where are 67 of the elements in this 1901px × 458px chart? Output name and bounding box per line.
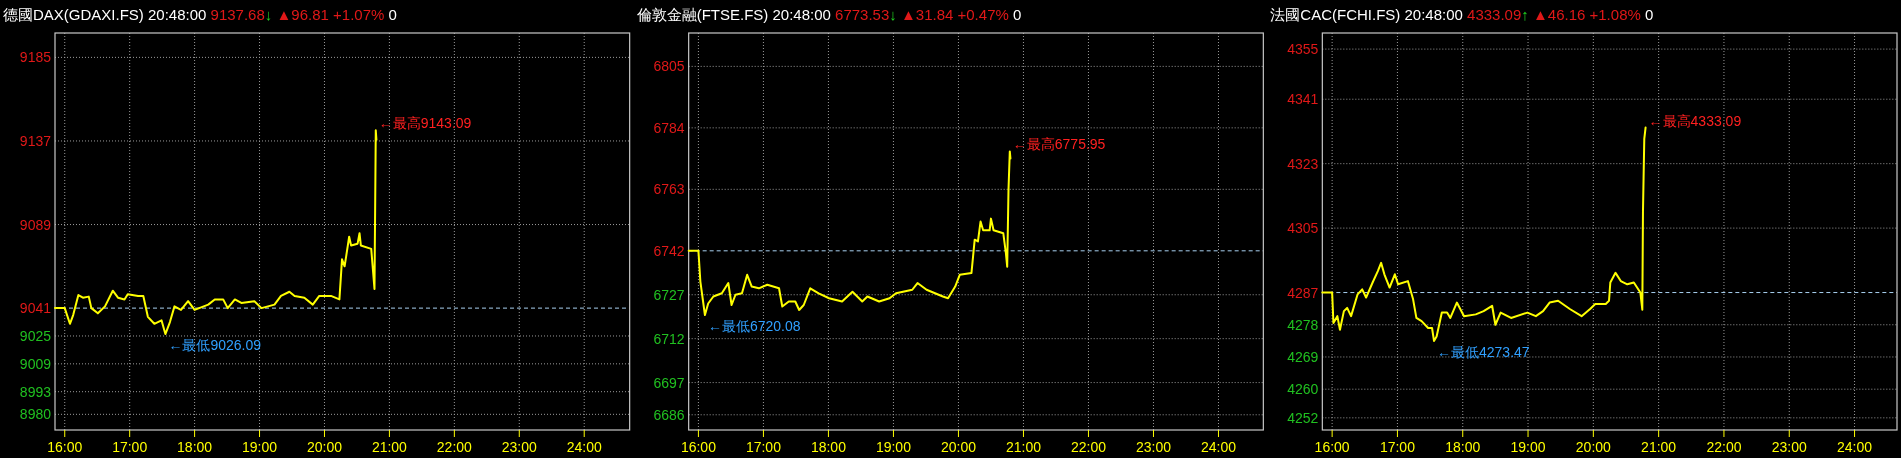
y-tick-label: 4278 — [1287, 316, 1319, 333]
y-tick-label: 4355 — [1287, 41, 1319, 58]
x-tick-label: 21:00 — [1005, 439, 1042, 455]
x-tick-label: 17:00 — [112, 439, 148, 455]
y-tick-label: 6763 — [653, 181, 685, 198]
chart-title: 倫敦金融(FTSE.FS) 20:48:00 — [635, 6, 836, 23]
y-tick-label: 6742 — [653, 242, 685, 259]
y-tick-label: 6697 — [653, 374, 685, 391]
y-tick-label: 4323 — [1287, 155, 1319, 172]
x-tick-label: 21:00 — [1641, 439, 1677, 455]
annotation: ←最低9026.09 — [168, 337, 262, 354]
x-tick-label: 16:00 — [680, 439, 717, 455]
x-tick-label: 22:00 — [436, 439, 473, 455]
y-tick-label: 4287 — [1287, 284, 1319, 301]
x-tick-label: 16:00 — [47, 439, 83, 455]
y-tick-label: 4260 — [1287, 381, 1319, 398]
x-tick-label: 22:00 — [1070, 439, 1107, 455]
x-tick-label: 19:00 — [242, 439, 278, 455]
y-tick-label: 6805 — [653, 58, 685, 75]
x-tick-label: 24:00 — [1200, 439, 1237, 455]
x-tick-label: 17:00 — [745, 439, 782, 455]
x-tick-label: 20:00 — [940, 439, 977, 455]
annotation: ←最高9143.09 — [378, 115, 472, 132]
y-tick-label: 9089 — [19, 216, 52, 233]
x-tick-label: 18:00 — [1445, 439, 1481, 455]
y-tick-label: 9041 — [19, 300, 52, 317]
x-tick-label: 20:00 — [1575, 439, 1612, 455]
y-tick-label: 4305 — [1287, 220, 1319, 237]
y-tick-label: 6784 — [653, 119, 685, 136]
x-tick-label: 18:00 — [177, 439, 213, 455]
chart-title: 德國DAX(GDAXI.FS) 20:48:00 — [3, 6, 211, 23]
chart-subtitle: 6773.53↓ ▲31.84 +0.47% 0 — [835, 6, 1022, 23]
x-tick-label: 22:00 — [1706, 439, 1742, 455]
annotation: ←最低4273.47 — [1437, 343, 1530, 360]
x-tick-label: 16:00 — [1314, 439, 1350, 455]
x-tick-label: 24:00 — [1837, 439, 1873, 455]
y-tick-label: 4252 — [1287, 409, 1319, 426]
line-series — [54, 129, 378, 336]
y-tick-label: 9009 — [19, 355, 52, 372]
y-tick-label: 6727 — [653, 286, 685, 303]
x-tick-label: 23:00 — [501, 439, 537, 455]
chart-title: 法國CAC(FCHI.FS) 20:48:00 — [1270, 6, 1468, 23]
x-tick-label: 21:00 — [371, 439, 408, 455]
chart-subtitle: 4333.09↑ ▲46.16 +1.08% 0 — [1467, 6, 1654, 23]
y-tick-label: 6686 — [653, 406, 685, 423]
y-tick-label: 8980 — [19, 406, 52, 423]
x-tick-label: 18:00 — [810, 439, 847, 455]
y-tick-label: 6712 — [653, 330, 685, 347]
x-tick-label: 19:00 — [875, 439, 912, 455]
y-tick-label: 9185 — [19, 49, 52, 66]
y-tick-label: 9137 — [19, 132, 52, 149]
line-series — [687, 150, 1012, 316]
annotation: ←最低6720.08 — [707, 318, 801, 334]
y-tick-label: 9025 — [19, 327, 52, 344]
y-tick-label: 4269 — [1287, 348, 1319, 365]
x-tick-label: 19:00 — [1510, 439, 1546, 455]
y-tick-label: 4341 — [1287, 91, 1319, 108]
chart-subtitle: 9137.68↓ ▲96.81 +1.07% 0 — [210, 6, 397, 23]
x-tick-label: 23:00 — [1135, 439, 1172, 455]
x-tick-label: 17:00 — [1379, 439, 1416, 455]
y-tick-label: 8993 — [19, 383, 52, 400]
annotation: ←最高6775.95 — [1012, 136, 1106, 153]
line-series — [1321, 126, 1647, 342]
annotation: ←最高4333.09 — [1648, 112, 1742, 129]
x-tick-label: 20:00 — [306, 439, 343, 455]
x-tick-label: 23:00 — [1771, 439, 1807, 455]
x-tick-label: 24:00 — [566, 439, 602, 455]
